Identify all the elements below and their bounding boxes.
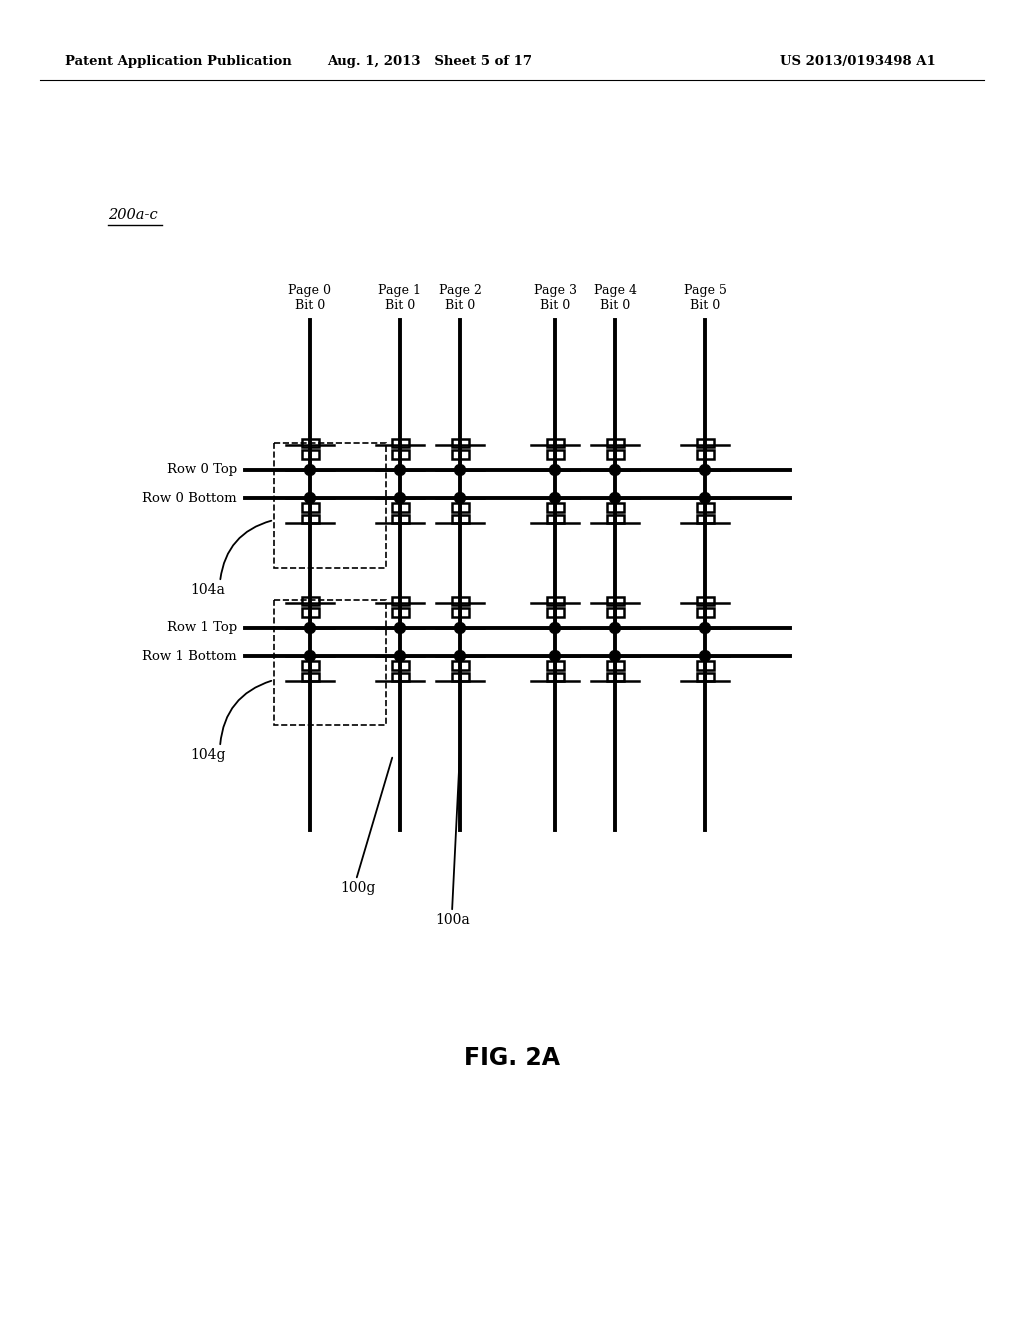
Circle shape bbox=[304, 651, 315, 661]
Text: Row 0 Top: Row 0 Top bbox=[167, 463, 237, 477]
Circle shape bbox=[455, 623, 466, 634]
Text: 100a: 100a bbox=[435, 913, 470, 927]
Circle shape bbox=[304, 465, 315, 475]
Bar bbox=[391, 597, 409, 605]
Circle shape bbox=[304, 492, 315, 503]
Bar bbox=[547, 450, 563, 458]
Circle shape bbox=[394, 492, 406, 503]
Bar bbox=[301, 503, 318, 511]
Bar bbox=[391, 503, 409, 511]
Bar bbox=[547, 438, 563, 446]
Circle shape bbox=[699, 651, 711, 661]
Circle shape bbox=[550, 623, 560, 634]
Bar bbox=[547, 672, 563, 681]
Bar bbox=[606, 503, 624, 511]
Circle shape bbox=[609, 492, 621, 503]
Circle shape bbox=[609, 623, 621, 634]
Bar bbox=[696, 607, 714, 616]
Bar bbox=[606, 672, 624, 681]
Bar bbox=[696, 597, 714, 605]
Bar bbox=[274, 601, 386, 725]
Text: 104g: 104g bbox=[190, 748, 225, 762]
Bar bbox=[301, 450, 318, 458]
Bar bbox=[696, 438, 714, 446]
Bar bbox=[274, 444, 386, 568]
Bar bbox=[391, 672, 409, 681]
Circle shape bbox=[455, 465, 466, 475]
Bar bbox=[606, 607, 624, 616]
Bar bbox=[301, 607, 318, 616]
Bar bbox=[452, 672, 469, 681]
Text: Row 1 Bottom: Row 1 Bottom bbox=[142, 649, 237, 663]
Bar bbox=[547, 515, 563, 523]
Bar bbox=[696, 672, 714, 681]
Bar bbox=[547, 607, 563, 616]
Text: 100g: 100g bbox=[340, 880, 376, 895]
Bar bbox=[452, 607, 469, 616]
Bar bbox=[452, 450, 469, 458]
Bar bbox=[301, 672, 318, 681]
FancyArrowPatch shape bbox=[220, 520, 271, 579]
Circle shape bbox=[394, 623, 406, 634]
Bar bbox=[696, 515, 714, 523]
Text: Page 1
Bit 0: Page 1 Bit 0 bbox=[379, 284, 422, 312]
Text: Row 0 Bottom: Row 0 Bottom bbox=[142, 491, 237, 504]
Bar bbox=[696, 660, 714, 669]
Bar bbox=[391, 607, 409, 616]
Bar bbox=[606, 450, 624, 458]
Bar bbox=[301, 438, 318, 446]
Bar bbox=[391, 515, 409, 523]
Bar bbox=[452, 597, 469, 605]
Bar bbox=[547, 660, 563, 669]
Bar bbox=[391, 450, 409, 458]
Bar bbox=[301, 515, 318, 523]
Bar bbox=[391, 660, 409, 669]
Bar bbox=[301, 660, 318, 669]
Circle shape bbox=[609, 465, 621, 475]
Bar bbox=[696, 503, 714, 511]
Text: FIG. 2A: FIG. 2A bbox=[464, 1045, 560, 1071]
Circle shape bbox=[394, 651, 406, 661]
Text: Page 0
Bit 0: Page 0 Bit 0 bbox=[289, 284, 332, 312]
Circle shape bbox=[609, 651, 621, 661]
Bar bbox=[547, 503, 563, 511]
Text: Page 4
Bit 0: Page 4 Bit 0 bbox=[594, 284, 637, 312]
Bar bbox=[452, 515, 469, 523]
Circle shape bbox=[304, 623, 315, 634]
Bar bbox=[606, 597, 624, 605]
FancyArrowPatch shape bbox=[220, 681, 271, 744]
Text: Page 5
Bit 0: Page 5 Bit 0 bbox=[684, 284, 726, 312]
Circle shape bbox=[699, 465, 711, 475]
Bar bbox=[301, 597, 318, 605]
Text: Patent Application Publication: Patent Application Publication bbox=[65, 55, 292, 69]
Bar bbox=[547, 597, 563, 605]
Bar bbox=[452, 660, 469, 669]
Circle shape bbox=[699, 623, 711, 634]
Circle shape bbox=[455, 651, 466, 661]
Circle shape bbox=[394, 465, 406, 475]
Text: US 2013/0193498 A1: US 2013/0193498 A1 bbox=[780, 55, 936, 69]
Circle shape bbox=[699, 492, 711, 503]
Text: 200a-c: 200a-c bbox=[108, 209, 158, 222]
Bar bbox=[452, 438, 469, 446]
Bar bbox=[606, 660, 624, 669]
Bar bbox=[606, 438, 624, 446]
Text: Row 1 Top: Row 1 Top bbox=[167, 622, 237, 635]
Text: Page 3
Bit 0: Page 3 Bit 0 bbox=[534, 284, 577, 312]
Text: Aug. 1, 2013   Sheet 5 of 17: Aug. 1, 2013 Sheet 5 of 17 bbox=[328, 55, 532, 69]
Bar bbox=[391, 438, 409, 446]
Circle shape bbox=[550, 651, 560, 661]
Bar bbox=[606, 515, 624, 523]
Bar bbox=[452, 503, 469, 511]
Text: 104a: 104a bbox=[190, 583, 225, 597]
Circle shape bbox=[550, 492, 560, 503]
Text: Page 2
Bit 0: Page 2 Bit 0 bbox=[438, 284, 481, 312]
Circle shape bbox=[455, 492, 466, 503]
Bar bbox=[696, 450, 714, 458]
Circle shape bbox=[550, 465, 560, 475]
